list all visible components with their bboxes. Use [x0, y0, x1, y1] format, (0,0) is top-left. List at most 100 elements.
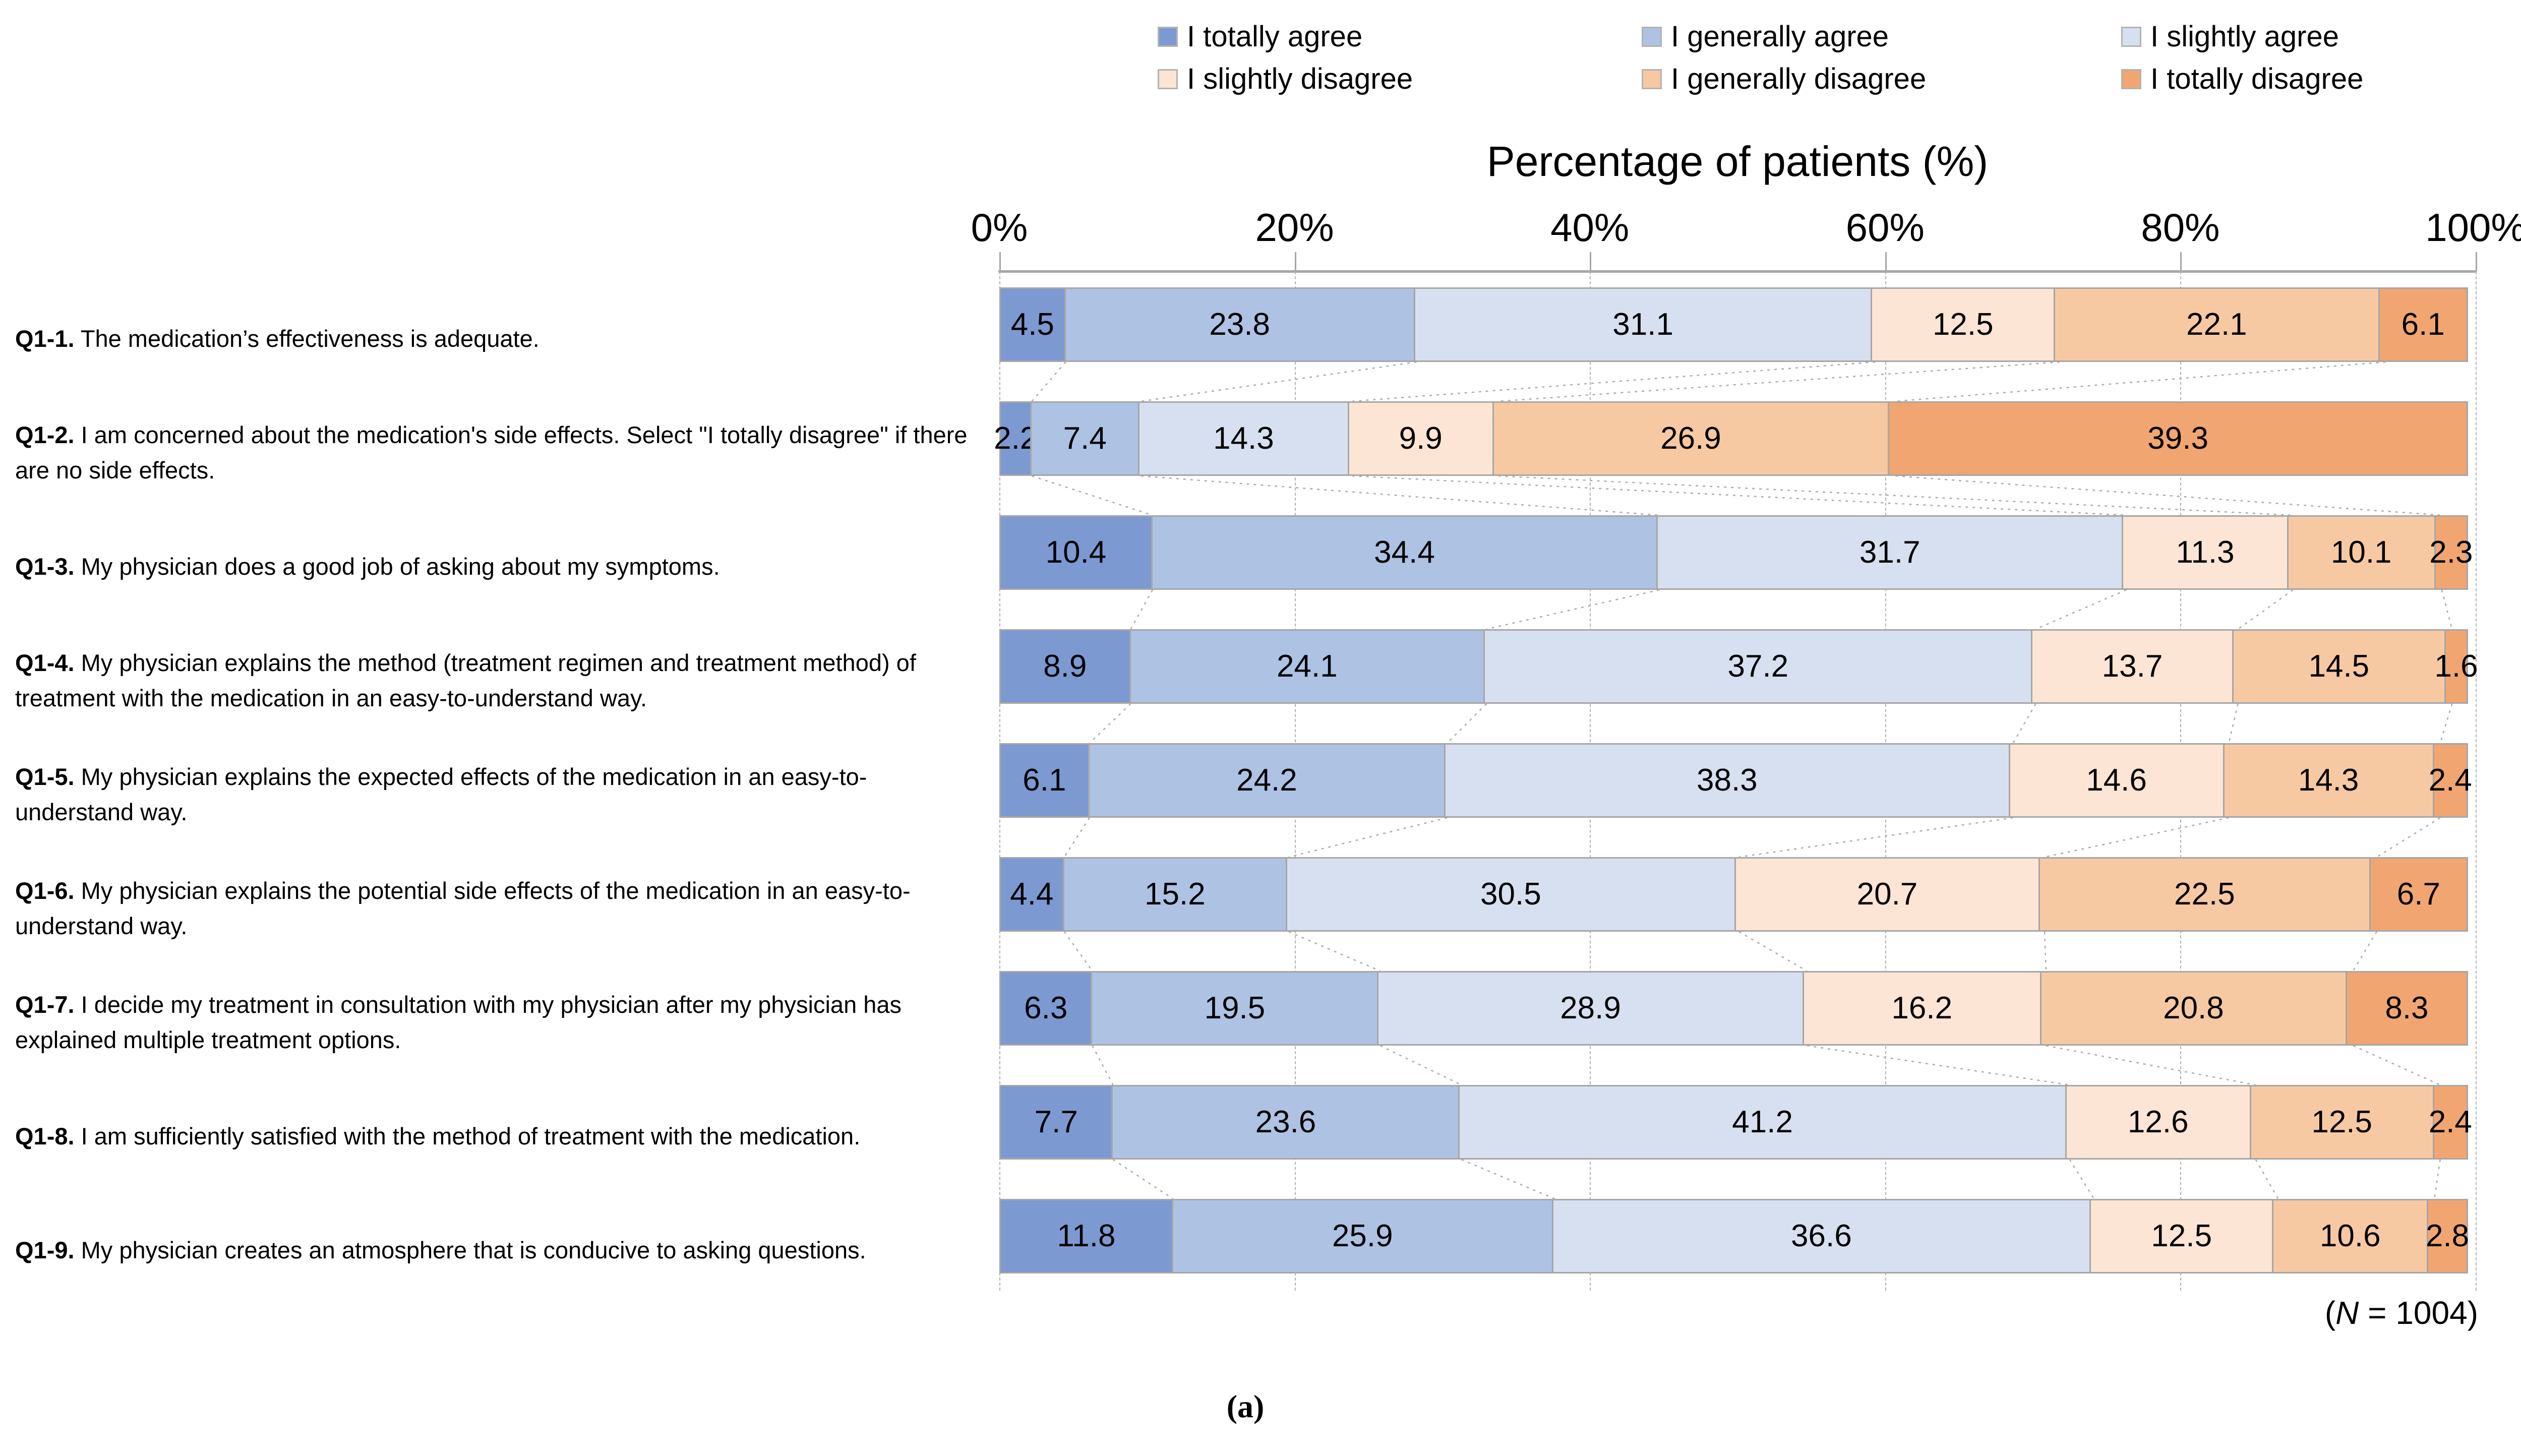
connector-line	[2044, 931, 2047, 972]
bar-value-label: 6.7	[2396, 877, 2440, 912]
note-open: (	[2324, 1295, 2336, 1331]
connector-line	[1063, 931, 1093, 972]
category-id: Q1-7.	[15, 991, 75, 1018]
bar-segment: 4.5	[999, 287, 1066, 362]
bar-segment: 2.2	[994, 401, 1037, 476]
bar-value-label: 6.1	[2401, 307, 2445, 342]
bar-segment: 9.9	[1347, 401, 1494, 476]
bar-segment: 11.3	[2122, 515, 2289, 590]
bar-value-label: 20.8	[2163, 991, 2224, 1025]
category-label: Q1-3. My physician does a good job of as…	[15, 529, 973, 604]
category-label-text: Q1-2. I am concerned about the medicatio…	[15, 421, 968, 483]
category-label: Q1-9. My physician creates an atmosphere…	[15, 1213, 973, 1288]
x-tick-mark	[1294, 252, 1296, 271]
bar-value-label: 36.6	[1791, 1219, 1852, 1253]
x-tick-mark	[1590, 252, 1592, 271]
bar-segment: 11.8	[999, 1199, 1173, 1273]
bar-segment: 12.5	[2249, 1085, 2434, 1160]
bar-value-label: 12.5	[1932, 307, 1994, 342]
bar-value-label: 14.3	[1213, 421, 1274, 456]
bar-value-label: 41.2	[1732, 1105, 1793, 1139]
bar-value-label: 7.7	[1034, 1105, 1078, 1139]
bar-segment: 7.4	[1030, 401, 1140, 476]
bar-row: 4.5 23.8 31.1 12.5 22.1 6.1	[999, 287, 2476, 362]
category-id: Q1-1.	[15, 325, 75, 352]
connector-line	[1447, 703, 1487, 744]
bar-value-label: 13.7	[2102, 649, 2163, 684]
connector-line	[1379, 1045, 1462, 1086]
plot-area: 4.5 23.8 31.1 12.5 22.1 6.1 2.2 7.4 14.3 9.9 26.9 3…	[994, 271, 2478, 1291]
bar-value-label: 22.1	[2186, 307, 2247, 342]
x-tick-mark	[999, 252, 1001, 271]
bar-value-label: 20.7	[1856, 877, 1918, 912]
bar-segment: 6.7	[2369, 857, 2468, 932]
note-rest: = 1004)	[2359, 1295, 2478, 1331]
connector-line	[2255, 1159, 2279, 1199]
bar-value-label: 14.3	[2298, 763, 2359, 798]
bar-value-label: 34.4	[1374, 535, 1435, 570]
bar-segment: 2.3	[2429, 515, 2473, 590]
connector-line	[1032, 475, 1153, 516]
legend-label: I generally agree	[1671, 20, 1889, 53]
x-tick-mark	[2180, 252, 2182, 271]
bar-row: 7.7 23.6 41.2 12.6 12.5 2.4	[999, 1085, 2476, 1160]
bar-segment: 23.8	[1064, 287, 1415, 362]
bar-segment: 24.1	[1129, 629, 1485, 704]
legend-label: I generally disagree	[1671, 63, 1927, 95]
connector-line	[1288, 931, 1380, 972]
bar-segment: 1.6	[2434, 629, 2478, 704]
legend-swatch-icon	[1642, 69, 1662, 89]
bar-value-label: 4.4	[1010, 877, 1054, 912]
bar-value-label: 19.5	[1204, 991, 1266, 1025]
connector-line	[1498, 475, 2293, 516]
bar-value-label: 12.5	[2151, 1219, 2212, 1253]
bar-segment: 13.7	[2031, 629, 2234, 704]
connector-line	[1089, 703, 1131, 744]
bar-value-label: 23.6	[1255, 1105, 1316, 1139]
connector-line	[2353, 1045, 2441, 1086]
bar-value-label: 38.3	[1696, 763, 1758, 798]
connector-line	[2069, 1159, 2095, 1199]
bar-segment: 38.3	[1444, 743, 2010, 818]
bar-segment: 30.5	[1285, 857, 1736, 932]
bar-segment: 41.2	[1458, 1085, 2067, 1160]
bar-value-label: 39.3	[2147, 421, 2208, 456]
bar-value-label: 25.9	[1332, 1219, 1393, 1253]
bar-segment: 7.7	[999, 1085, 1113, 1160]
bar-segment: 14.3	[1138, 401, 1349, 476]
bar-value-label: 2.2	[994, 421, 1038, 456]
bar-value-label: 7.4	[1063, 421, 1107, 456]
bar-row: 10.4 34.4 31.7 11.3 10.1 2.3	[999, 515, 2476, 590]
x-tick-mark	[2476, 252, 2477, 271]
category-id: Q1-2.	[15, 421, 75, 448]
bar-row: 2.2 7.4 14.3 9.9 26.9 39.3	[994, 401, 2476, 476]
bar-segment: 4.4	[999, 857, 1064, 932]
connector-line	[1092, 1045, 1114, 1085]
x-tick-label: 80%	[2141, 205, 2220, 250]
connector-line	[1486, 589, 1660, 630]
legend-item: I totally disagree	[2121, 65, 2363, 94]
category-label: Q1-2. I am concerned about the medicatio…	[15, 415, 973, 490]
bar-value-label: 28.9	[1560, 991, 1621, 1025]
bar-value-label: 31.1	[1612, 307, 1673, 342]
category-id: Q1-6.	[15, 877, 75, 904]
connector-line	[1063, 817, 1090, 858]
category-label-text: Q1-7. I decide my treatment in consultat…	[15, 991, 902, 1053]
legend-item: I generally disagree	[1642, 65, 1926, 94]
bar-value-label: 2.8	[2425, 1219, 2470, 1253]
category-label: Q1-1. The medication’s effectiveness is …	[15, 301, 973, 376]
connector-line	[1461, 1159, 1555, 1200]
category-id: Q1-5.	[15, 763, 75, 790]
legend-label: I slightly disagree	[1187, 63, 1413, 95]
gridline	[2476, 271, 2477, 1291]
bar-value-label: 37.2	[1727, 649, 1789, 684]
note-n-italic: N	[2335, 1295, 2359, 1331]
connector-line	[1498, 361, 2060, 402]
category-label: Q1-4. My physician explains the method (…	[15, 643, 973, 718]
bar-row: 8.9 24.1 37.2 13.7 14.5 1.6	[999, 629, 2478, 704]
bar-segment: 12.5	[1871, 287, 2056, 362]
connector-line	[1141, 475, 1660, 516]
bar-segment: 14.5	[2232, 629, 2446, 704]
connector-line	[1352, 361, 1876, 402]
bar-value-label: 2.4	[2428, 763, 2472, 798]
